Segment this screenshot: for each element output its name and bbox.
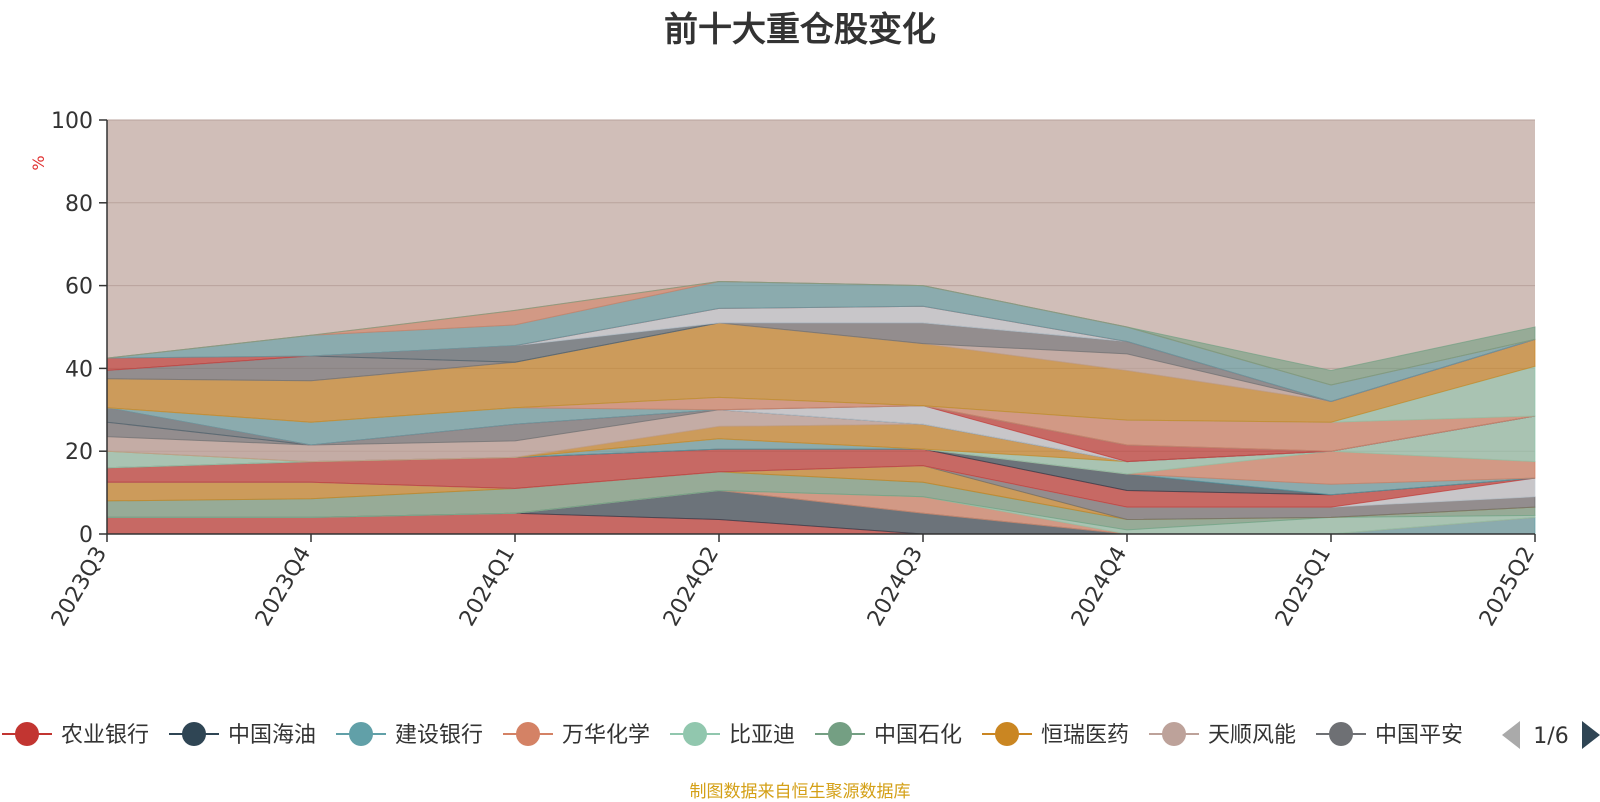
x-tick-label: 2024Q3 bbox=[863, 543, 928, 631]
y-tick-label: 60 bbox=[65, 275, 93, 300]
legend-marker bbox=[1162, 722, 1186, 746]
y-tick-label: 100 bbox=[51, 109, 93, 134]
legend-marker bbox=[683, 722, 707, 746]
area-series bbox=[106, 280, 1536, 386]
legend-label: 中国平安 bbox=[1375, 723, 1463, 748]
legend-item[interactable]: 建设银行 bbox=[336, 722, 483, 748]
legend-label: 农业银行 bbox=[61, 723, 149, 748]
legend-prev-icon[interactable] bbox=[1502, 721, 1520, 749]
chart-title: 前十大重仓股变化 bbox=[664, 10, 936, 50]
x-tick-label: 2024Q4 bbox=[1067, 543, 1132, 631]
legend-marker bbox=[15, 722, 39, 746]
x-tick-label: 2024Q1 bbox=[455, 543, 520, 631]
legend-label: 恒瑞医药 bbox=[1041, 723, 1129, 748]
legend-item[interactable]: 万华化学 bbox=[503, 722, 650, 748]
y-tick-label: 0 bbox=[79, 523, 93, 548]
legend-marker bbox=[516, 722, 540, 746]
legend-marker bbox=[349, 722, 373, 746]
legend-label: 中国石化 bbox=[874, 723, 962, 748]
data-source-note: 制图数据来自恒生聚源数据库 bbox=[689, 782, 911, 802]
legend-label: 建设银行 bbox=[395, 723, 483, 748]
x-tick-label: 2023Q4 bbox=[251, 543, 316, 631]
legend-marker bbox=[1329, 722, 1353, 746]
legend-marker bbox=[182, 722, 206, 746]
y-axis-label: % bbox=[29, 155, 48, 170]
x-tick-label: 2024Q2 bbox=[659, 543, 724, 631]
x-tick-label: 2023Q3 bbox=[47, 543, 112, 631]
legend-marker bbox=[828, 722, 852, 746]
y-tick-label: 20 bbox=[65, 440, 93, 465]
x-tick-label: 2025Q2 bbox=[1475, 543, 1540, 631]
legend-item[interactable]: 天顺风能 bbox=[1149, 722, 1296, 748]
legend-items: 农业银行中国海油建设银行万华化学比亚迪中国石化恒瑞医药天顺风能中国平安工商银行 bbox=[2, 722, 1463, 748]
legend-item[interactable]: 中国平安 bbox=[1316, 722, 1463, 748]
legend-label: 中国海油 bbox=[228, 723, 316, 748]
legend-label: 万华化学 bbox=[562, 723, 650, 748]
x-tick-label: 2025Q1 bbox=[1271, 543, 1336, 631]
legend-item[interactable]: 恒瑞医药 bbox=[982, 722, 1129, 748]
series-areas bbox=[106, 280, 1536, 535]
legend-page-indicator: 1/6 bbox=[1533, 724, 1568, 749]
legend-item[interactable]: 中国石化 bbox=[815, 722, 962, 748]
y-tick-label: 40 bbox=[65, 357, 93, 382]
legend-next-icon[interactable] bbox=[1582, 721, 1600, 749]
legend-item[interactable]: 比亚迪 bbox=[670, 722, 795, 748]
legend-marker bbox=[995, 722, 1019, 746]
legend-label: 天顺风能 bbox=[1208, 723, 1296, 748]
legend-item[interactable]: 农业银行 bbox=[2, 722, 149, 748]
y-tick-label: 80 bbox=[65, 192, 93, 217]
legend-item[interactable]: 中国海油 bbox=[169, 722, 316, 748]
legend: 农业银行中国海油建设银行万华化学比亚迪中国石化恒瑞医药天顺风能中国平安工商银行1… bbox=[2, 721, 1600, 749]
legend-label: 比亚迪 bbox=[729, 723, 795, 748]
